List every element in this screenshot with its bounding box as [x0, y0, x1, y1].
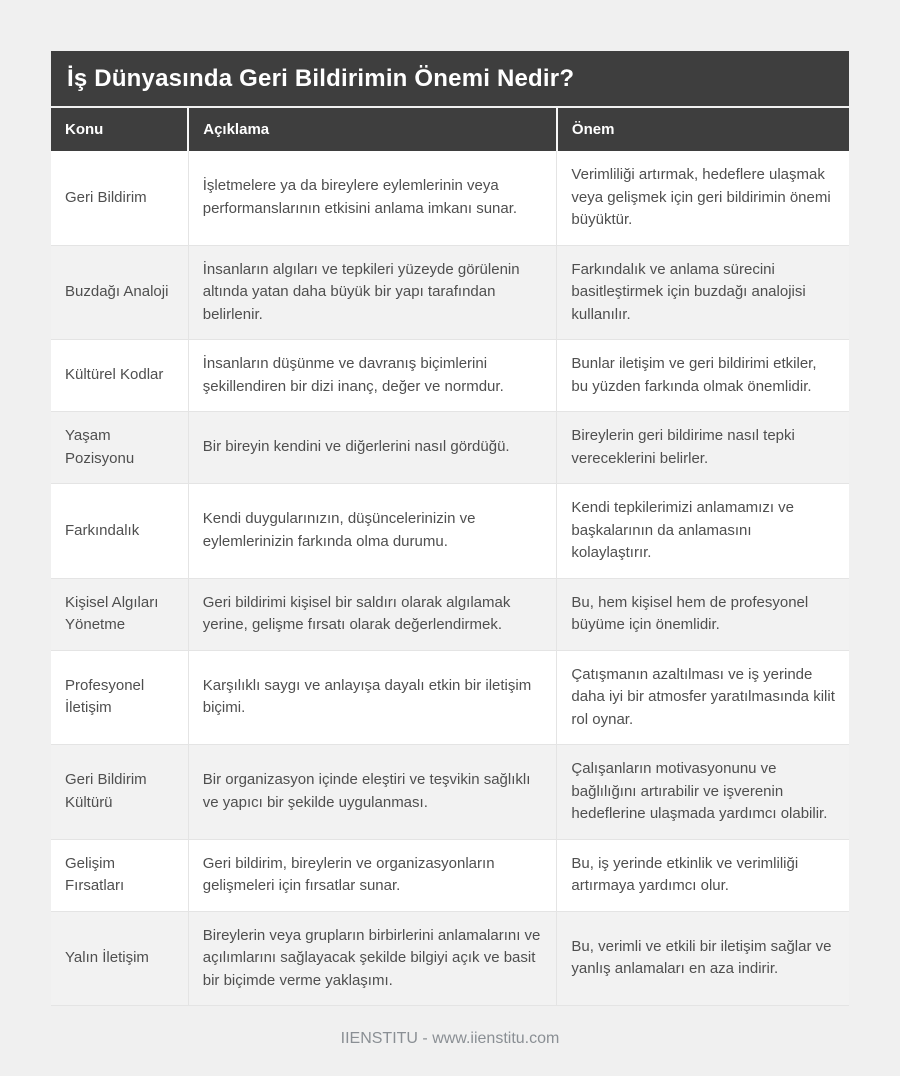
cell-aciklama: Karşılıklı saygı ve anlayışa dayalı etki… [187, 649, 558, 745]
cell-aciklama: İnsanların algıları ve tepkileri yüzeyde… [187, 244, 558, 340]
cell-aciklama: Bir bireyin kendini ve diğerlerini nasıl… [187, 411, 558, 484]
cell-onem: Kendi tepkilerimizi anlamamızı ve başkal… [556, 483, 849, 579]
column-header-konu: Konu [51, 108, 189, 151]
column-header-onem: Önem [555, 108, 849, 151]
table-row: Geri Bildirim Kültürü Bir organizasyon i… [51, 744, 849, 840]
cell-aciklama: İnsanların düşünme ve davranış biçimleri… [187, 339, 558, 412]
cell-konu: Buzdağı Analoji [51, 244, 189, 340]
table-row: Kültürel Kodlar İnsanların düşünme ve da… [51, 339, 849, 412]
cell-konu: Yalın İletişim [51, 910, 189, 1006]
cell-aciklama: İşletmelere ya da bireylere eylemlerinin… [187, 151, 558, 246]
cell-aciklama: Geri bildirim, bireylerin ve organizasyo… [187, 838, 558, 912]
table-row: Gelişim Fırsatları Geri bildirim, bireyl… [51, 838, 849, 912]
cell-onem: Çatışmanın azaltılması ve iş yerinde dah… [556, 649, 849, 745]
cell-onem: Bireylerin geri bildirime nasıl tepki ve… [556, 411, 849, 484]
page-title: İş Dünyasında Geri Bildirimin Önemi Nedi… [51, 51, 849, 106]
column-header-aciklama: Açıklama [187, 108, 557, 151]
cell-onem: Çalışanların motivasyonunu ve bağlılığın… [556, 744, 849, 840]
table-body: Geri Bildirim İşletmelere ya da bireyler… [51, 151, 849, 1006]
feedback-table: Konu Açıklama Önem Geri Bildirim İşletme… [51, 108, 849, 1006]
cell-onem: Bu, verimli ve etkili bir iletişim sağla… [556, 910, 849, 1006]
footer-text: IIENSTITU - www.iienstitu.com [340, 1030, 560, 1047]
cell-konu: Gelişim Fırsatları [51, 838, 189, 912]
cell-konu: Yaşam Pozisyonu [51, 411, 189, 484]
cell-aciklama: Bir organizasyon içinde eleştiri ve teşv… [187, 744, 558, 840]
cell-konu: Profesyonel İletişim [51, 649, 189, 745]
table-row: Yalın İletişim Bireylerin veya grupların… [51, 910, 849, 1006]
cell-onem: Bu, hem kişisel hem de profesyonel büyüm… [556, 577, 849, 651]
table-row: Buzdağı Analoji İnsanların algıları ve t… [51, 244, 849, 340]
cell-konu: Kültürel Kodlar [51, 339, 189, 412]
cell-konu: Farkındalık [51, 483, 189, 579]
cell-onem: Farkındalık ve anlama sürecini basitleşt… [556, 244, 849, 340]
cell-onem: Verimliliği artırmak, hedeflere ulaşmak … [556, 151, 849, 246]
cell-konu: Kişisel Algıları Yönetme [51, 577, 189, 651]
cell-aciklama: Kendi duygularınızın, düşüncelerinizin v… [187, 483, 558, 579]
table-row: Profesyonel İletişim Karşılıklı saygı ve… [51, 649, 849, 745]
table-row: Geri Bildirim İşletmelere ya da bireyler… [51, 151, 849, 246]
cell-onem: Bu, iş yerinde etkinlik ve verimliliği a… [556, 838, 849, 912]
cell-konu: Geri Bildirim Kültürü [51, 744, 189, 840]
cell-onem: Bunlar iletişim ve geri bildirimi etkile… [556, 339, 849, 412]
table-header: Konu Açıklama Önem [51, 108, 849, 151]
cell-konu: Geri Bildirim [51, 151, 189, 246]
cell-aciklama: Bireylerin veya grupların birbirlerini a… [187, 910, 558, 1006]
cell-aciklama: Geri bildirimi kişisel bir saldırı olara… [187, 577, 558, 651]
feedback-table-card: İş Dünyasında Geri Bildirimin Önemi Nedi… [51, 51, 849, 1006]
table-row: Yaşam Pozisyonu Bir bireyin kendini ve d… [51, 411, 849, 484]
table-header-row: Konu Açıklama Önem [51, 108, 849, 151]
table-row: Farkındalık Kendi duygularınızın, düşünc… [51, 483, 849, 579]
table-row: Kişisel Algıları Yönetme Geri bildirimi … [51, 577, 849, 651]
